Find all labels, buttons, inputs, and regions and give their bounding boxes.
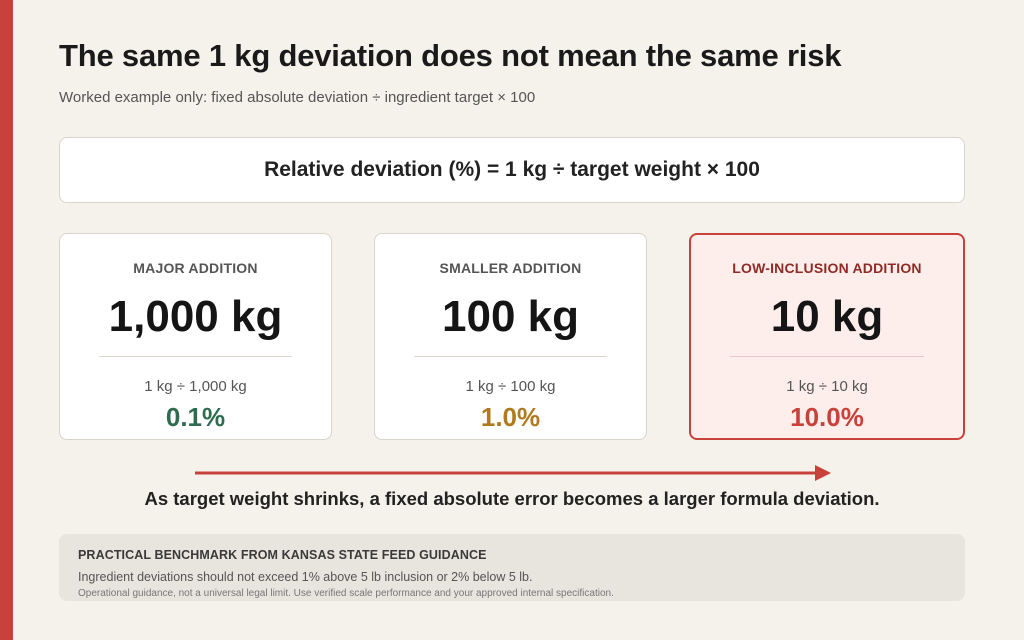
card-percent: 0.1% <box>165 402 226 432</box>
card-low-inclusion-addition: LOW-INCLUSION ADDITION 10 kg 1 kg ÷ 10 k… <box>689 233 965 440</box>
card-label: MAJOR ADDITION <box>133 260 258 276</box>
formula-text: Relative deviation (%) = 1 kg ÷ target w… <box>264 158 760 181</box>
card-label: LOW-INCLUSION ADDITION <box>732 260 922 276</box>
page-title: The same 1 kg deviation does not mean th… <box>59 38 842 73</box>
card-divider <box>414 356 607 357</box>
card-label: SMALLER ADDITION <box>439 260 582 276</box>
benchmark-note: PRACTICAL BENCHMARK FROM KANSAS STATE FE… <box>59 534 965 601</box>
card-weight: 100 kg <box>442 292 579 341</box>
card-percent: 1.0% <box>480 402 541 432</box>
card-major-addition: MAJOR ADDITION 1,000 kg 1 kg ÷ 1,000 kg … <box>59 233 332 440</box>
card-weight: 1,000 kg <box>108 292 283 341</box>
card-calculation: 1 kg ÷ 100 kg <box>465 378 556 395</box>
card-divider <box>99 356 292 357</box>
formula-box: Relative deviation (%) = 1 kg ÷ target w… <box>59 137 965 203</box>
card-weight: 10 kg <box>770 292 884 341</box>
accent-bar <box>0 0 13 640</box>
card-smaller-addition: SMALLER ADDITION 100 kg 1 kg ÷ 100 kg 1.… <box>374 233 647 440</box>
note-text: Ingredient deviations should not exceed … <box>78 570 533 584</box>
card-calculation: 1 kg ÷ 10 kg <box>786 378 868 395</box>
card-calculation: 1 kg ÷ 1,000 kg <box>144 378 247 395</box>
note-disclaimer: Operational guidance, not a universal le… <box>78 588 614 599</box>
card-divider <box>730 356 924 357</box>
page-subtitle: Worked example only: fixed absolute devi… <box>59 89 536 106</box>
note-title: PRACTICAL BENCHMARK FROM KANSAS STATE FE… <box>78 548 487 562</box>
arrow-right-icon <box>195 465 831 481</box>
card-percent: 10.0% <box>790 402 864 432</box>
caption: As target weight shrinks, a fixed absolu… <box>144 488 880 509</box>
